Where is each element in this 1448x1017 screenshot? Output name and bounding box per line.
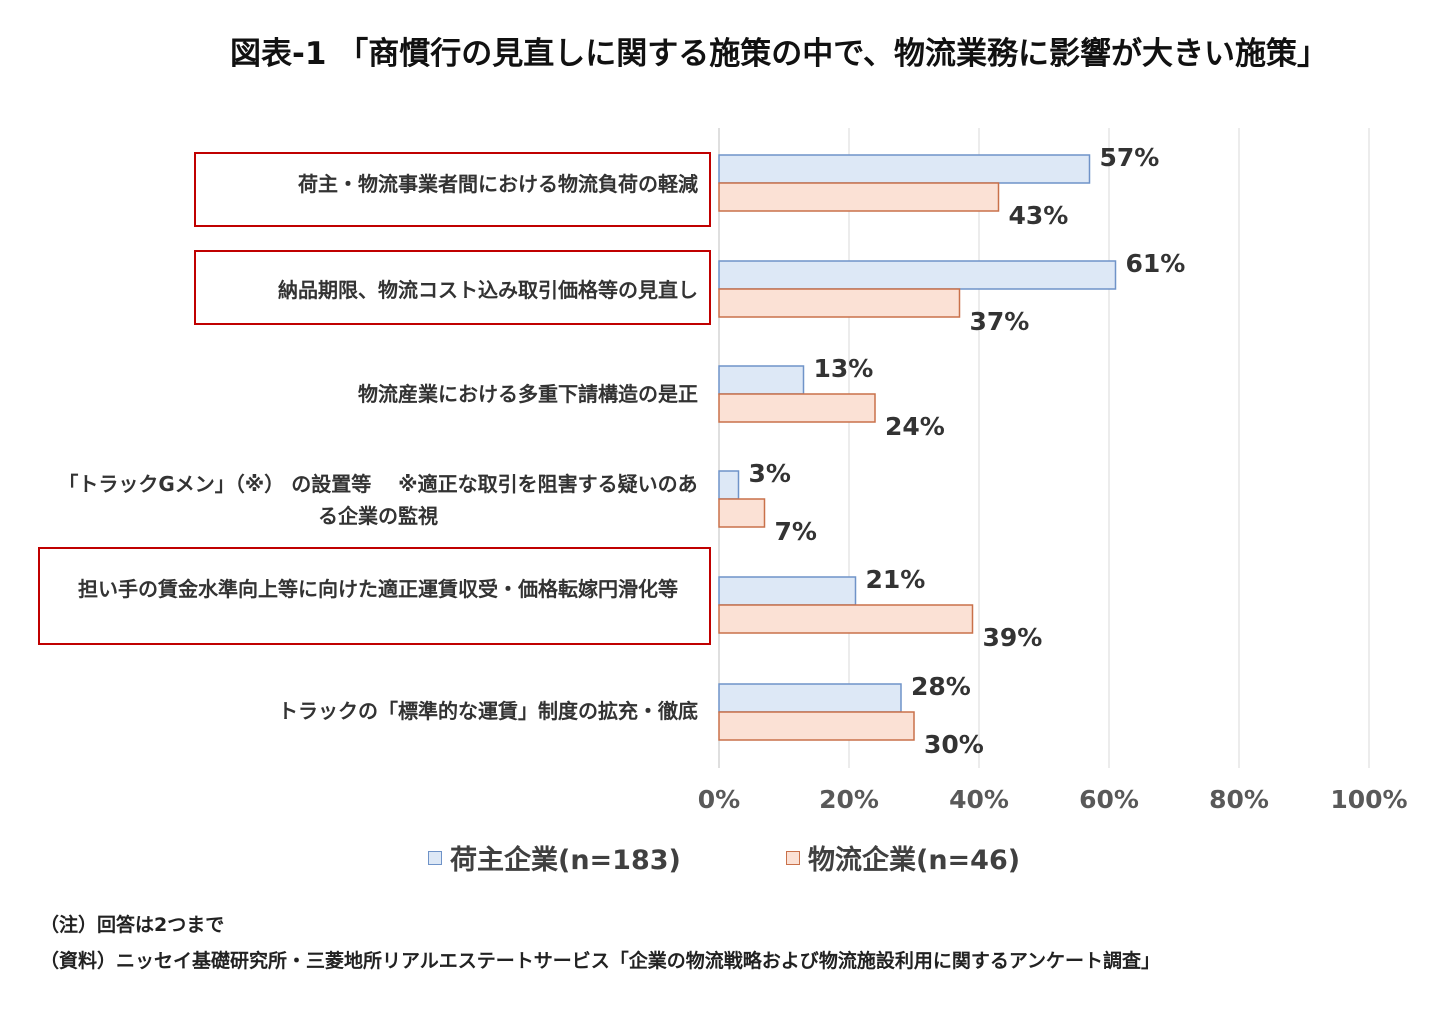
data-label-s1-c1: 57% [1100,143,1160,172]
footnote: （注）回答は2つまで [40,914,225,936]
x-tick-label-0: 0% [698,785,740,814]
category-label-4: 「トラックGメン」（※） の設置等 ※適正な取引を阻害する疑いのある企業の監視 [58,472,698,528]
bar-s1-c2 [718,260,1117,290]
bar-s1-c1 [718,154,1091,184]
bar-s2-c4 [718,498,766,528]
data-label-s1-c6: 28% [911,672,971,701]
x-tick-label-20: 20% [819,785,879,814]
category-label-6: トラックの「標準的な運賃」制度の拡充・徹底 [278,699,698,723]
bar-s2-c1 [718,182,1000,212]
highlight-box-1 [194,152,711,227]
chart-title: 図表-1 「商慣行の見直しに関する施策の中で、物流業務に影響が大きい施策」 [230,36,1328,72]
data-label-s2-c1: 43% [1009,201,1069,230]
data-label-s2-c5: 39% [983,623,1043,652]
bar-s2-c5 [718,604,974,634]
legend-item-logistics: 物流企業(n=46) [786,838,1020,877]
source-note: （資料）ニッセイ基礎研究所・三菱地所リアルエステートサービス「企業の物流戦略およ… [40,950,1161,972]
legend-item-shippers: 荷主企業(n=183) [428,838,681,877]
x-tick-label-40: 40% [949,785,1009,814]
legend-label-shippers: 荷主企業(n=183) [450,845,681,876]
x-tick-label-100: 100% [1330,785,1407,814]
bar-s2-c3 [718,393,876,423]
legend-swatch-logistics [786,850,800,865]
data-label-s2-c2: 37% [970,307,1030,336]
data-label-s2-c6: 30% [924,730,984,759]
category-label-2: 納品期限、物流コスト込み取引価格等の見直し [278,278,698,302]
legend-swatch-shippers [428,850,442,865]
data-label-s1-c5: 21% [866,565,926,594]
category-label-3: 物流産業における多重下請構造の是正 [358,382,698,406]
data-label-s1-c2: 61% [1126,249,1186,278]
data-label-s2-c3: 24% [885,412,945,441]
category-label-1: 荷主・物流事業者間における物流負荷の軽減 [298,172,698,196]
bar-s1-c3 [718,365,805,395]
legend-label-logistics: 物流企業(n=46) [808,845,1021,876]
bar-s1-c5 [718,576,857,606]
bar-s2-c6 [718,711,915,741]
x-tick-label-80: 80% [1209,785,1269,814]
bar-s2-c2 [718,288,961,318]
bar-s1-c4 [718,470,740,500]
data-label-s2-c4: 7% [775,517,817,546]
highlight-box-5 [38,547,711,645]
bar-s1-c6 [718,683,902,713]
data-label-s1-c3: 13% [814,354,874,383]
data-label-s1-c4: 3% [749,459,791,488]
category-label-5: 担い手の賃金水準向上等に向けた適正運賃収受・価格転嫁円滑化等 [78,577,678,601]
x-tick-label-60: 60% [1079,785,1139,814]
highlight-box-2 [194,250,711,325]
